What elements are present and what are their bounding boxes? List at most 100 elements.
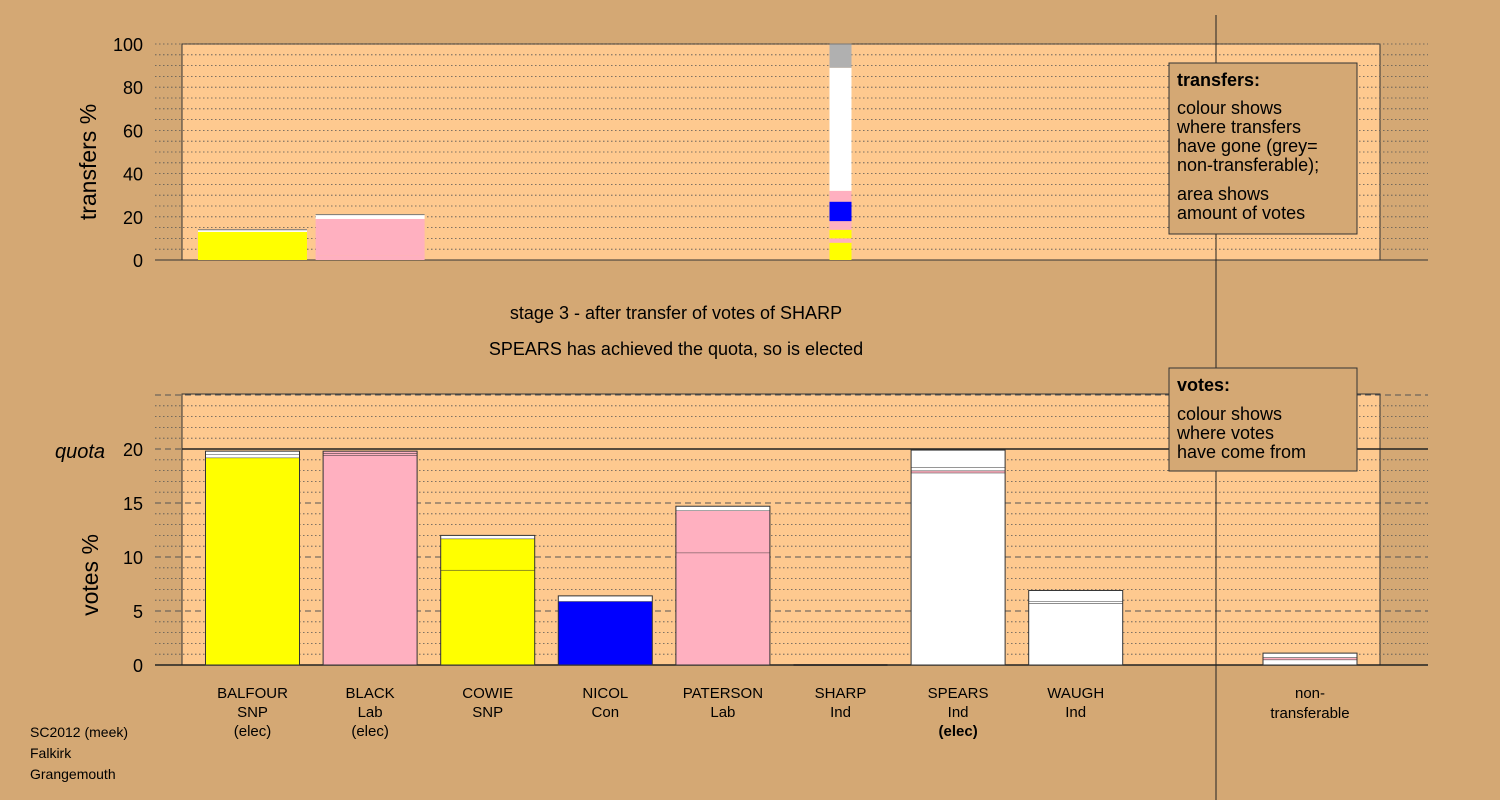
candidate-party: Lab: [710, 704, 735, 721]
transfer-segment: [315, 218, 425, 256]
votes-bars: [205, 449, 1358, 666]
vote-segment: [675, 510, 770, 553]
votes-legend-box: votes: colour shows where votes have com…: [1168, 367, 1358, 472]
footer-line: Falkirk: [30, 745, 72, 761]
transfers-y-tick-label: 100: [113, 35, 143, 55]
votes-legend-heading: votes:: [1177, 375, 1230, 395]
candidate-name: COWIE: [462, 685, 513, 702]
transfer-segment: [829, 190, 852, 202]
vote-segment: [1263, 653, 1357, 658]
candidate-name: NICOL: [582, 685, 628, 702]
candidate-party: Ind: [830, 704, 851, 721]
transfers-legend-box: transfers: colour shows where transfers …: [1168, 62, 1358, 235]
candidate-name: PATERSON: [683, 685, 763, 702]
transfers-legend-heading: transfers:: [1177, 70, 1260, 90]
candidate-party: Lab: [358, 704, 383, 721]
candidate-labels: BALFOUR SNP (elec) BLACK Lab (elec) COWIE SNP NI…: [217, 685, 1350, 740]
vote-segment: [911, 467, 1006, 471]
transfers-legend-line: where transfers: [1176, 117, 1301, 137]
quota-label: quota: [55, 441, 105, 463]
vote-segment: [440, 538, 535, 570]
transfer-segment: [829, 242, 852, 260]
transfers-legend-line: amount of votes: [1177, 203, 1305, 223]
candidate-party: Con: [592, 704, 620, 721]
candidate-status: (elec): [939, 723, 978, 740]
vote-bar-outline: [205, 450, 300, 666]
votes-y-tick-label: 10: [123, 548, 143, 568]
candidate-party: Ind: [1065, 704, 1086, 721]
vote-segment: [1028, 601, 1123, 604]
votes-legend-frame: [1168, 367, 1358, 472]
votes-legend-line: have come from: [1177, 442, 1306, 462]
vote-segment: [911, 472, 1006, 665]
transfers-legend-line: have gone (grey=: [1177, 136, 1318, 156]
stage-subtitle: SPEARS has achieved the quota, so is ele…: [489, 339, 863, 359]
transfer-segment: [829, 201, 852, 222]
vote-segment: [205, 451, 300, 455]
transfer-segment: [829, 44, 852, 68]
transfer-segment: [829, 221, 852, 230]
vote-bar-outline: [557, 595, 653, 666]
transfers-y-tick-label: 60: [123, 121, 143, 141]
transfer-segment: [829, 67, 852, 191]
candidate-name: BLACK: [345, 685, 394, 702]
candidate-name: SHARP: [815, 685, 867, 702]
candidate-status: (elec): [234, 723, 272, 740]
candidate-party: Ind: [948, 704, 969, 721]
footer-line: Grangemouth: [30, 766, 116, 782]
vote-segment: [558, 595, 653, 602]
transfer-segment: [198, 231, 307, 260]
transfers-y-tick-label: 0: [133, 251, 143, 271]
stage-title: stage 3 - after transfer of votes of SHA…: [510, 303, 842, 323]
footer-line: SC2012 (meek): [30, 724, 128, 740]
candidate-name: SPEARS: [928, 685, 989, 702]
candidate-party: SNP: [237, 704, 268, 721]
votes-y-tick-label: 20: [123, 440, 143, 460]
candidate-name: WAUGH: [1047, 685, 1104, 702]
non-transferable-label: transferable: [1270, 705, 1349, 722]
vote-bar-outline: [322, 450, 418, 666]
vote-segment: [440, 569, 535, 665]
votes-y-tick-label: 0: [133, 656, 143, 676]
vote-bar-outline: [910, 449, 1006, 666]
transfers-legend-frame: [1168, 62, 1358, 235]
vote-bar-outline: [1262, 652, 1358, 666]
transfer-segment: [315, 255, 425, 260]
transfers-legend-line: area shows: [1177, 184, 1269, 204]
transfers-legend-line: non-transferable);: [1177, 155, 1319, 175]
candidate-party: SNP: [472, 704, 503, 721]
transfer-segment: [315, 214, 425, 219]
vote-segment: [1028, 603, 1123, 665]
transfer-segment: [198, 229, 307, 232]
votes-legend-line: where votes: [1176, 423, 1274, 443]
vote-segment: [1028, 590, 1123, 602]
vote-segment: [911, 470, 1006, 473]
non-transferable-label: non-: [1295, 685, 1325, 702]
vote-segment: [1263, 659, 1357, 665]
votes-y-tick-label: 5: [133, 602, 143, 622]
transfer-segment: [829, 238, 852, 243]
vote-segment: [1263, 657, 1357, 660]
vote-bar-outline: [675, 505, 771, 666]
vote-segment: [911, 450, 1006, 468]
vote-segment: [205, 454, 300, 458]
votes-legend-line: colour shows: [1177, 404, 1282, 424]
vote-segment: [558, 601, 653, 665]
footer: SC2012 (meek) Falkirk Grangemouth: [30, 724, 128, 782]
candidate-status: (elec): [351, 723, 389, 740]
transfers-y-tick-label: 80: [123, 78, 143, 98]
vote-segment: [675, 506, 770, 511]
votes-y-axis-label: votes %: [77, 534, 103, 616]
vote-bar-outline: [440, 534, 536, 666]
transfers-y-axis-label: transfers %: [75, 104, 101, 220]
transfer-segment: [829, 229, 852, 239]
transfers-bars: [198, 43, 852, 260]
votes-y-tick-label: 15: [123, 494, 143, 514]
vote-segment: [323, 451, 418, 454]
transfers-y-tick-label: 20: [123, 208, 143, 228]
vote-segment: [675, 552, 770, 665]
vote-segment: [323, 455, 418, 665]
votes-y-ticks: 0 5 10 15 20: [123, 440, 143, 676]
vote-segment: [205, 457, 300, 665]
